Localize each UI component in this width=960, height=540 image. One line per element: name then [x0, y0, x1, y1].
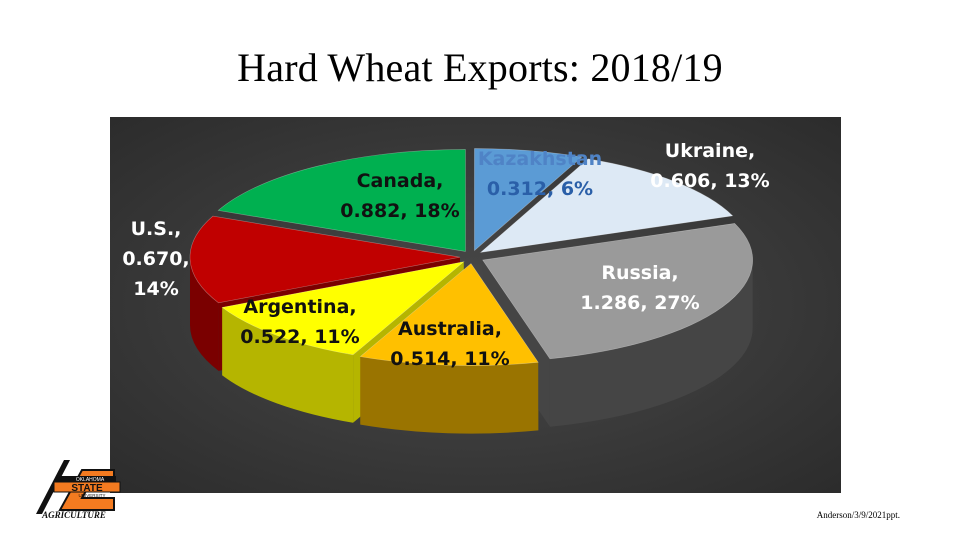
pie-slice-argentina [221, 261, 465, 356]
pie-labels: Kazakhstan 0.312, 6% Ukraine, 0.606, 13% Rus… [122, 140, 769, 370]
slice-label-line: 14% [133, 278, 178, 300]
pie-side-argentina [222, 307, 354, 423]
slice-label-ukraine: Ukraine, 0.606, 13% [650, 140, 769, 192]
pie-slice-ukraine [479, 158, 734, 253]
slice-label-line: Australia, [398, 318, 502, 340]
logo-text-university: UNIVERSITY [78, 493, 105, 498]
pie-slice-canada [217, 149, 466, 252]
logo-text-state: STATE [71, 483, 103, 494]
slice-label-line: 0.312, 6% [487, 178, 593, 200]
slice-label-kazakhstan: Kazakhstan 0.312, 6% [478, 148, 602, 200]
slice-label-canada: Canada, 0.882, 18% [340, 170, 459, 222]
slice-label-line: 0.606, 13% [650, 170, 769, 192]
slice-label-line: 0.522, 11% [240, 326, 359, 348]
slice-label-line: 0.514, 11% [390, 348, 509, 370]
pie-slice-u-s [189, 215, 461, 304]
pie-slice-russia [482, 223, 753, 360]
slice-label-u-s: U.S., 0.670, 14% [122, 218, 189, 300]
slice-label-line: 0.882, 18% [340, 200, 459, 222]
pie-tops [189, 148, 753, 366]
logo-text-oklahoma: OKLAHOMA [76, 477, 105, 483]
slice-label-australia: Australia, 0.514, 11% [390, 318, 509, 370]
slice-label-line: U.S., [131, 218, 182, 240]
slice-label-line: Argentina, [243, 296, 356, 318]
logo-text-agriculture: AGRICULTURE [41, 510, 106, 520]
slice-label-russia: Russia, 1.286, 27% [580, 262, 699, 314]
slice-label-line: 1.286, 27% [580, 292, 699, 314]
oklahoma-state-agriculture-logo: STATE OKLAHOMA UNIVERSITY AGRICULTURE [30, 452, 130, 520]
pie-chart: Kazakhstan 0.312, 6% Ukraine, 0.606, 13% Rus… [110, 117, 841, 493]
slice-label-argentina: Argentina, 0.522, 11% [240, 296, 359, 348]
footnote: Anderson/3/9/2021ppt. [816, 510, 900, 520]
slice-label-line: Canada, [357, 170, 444, 192]
pie-side-australia [360, 356, 539, 434]
pie-slice-australia [359, 263, 539, 366]
pie-slice-kazakhstan [474, 148, 583, 252]
pie-side-u-s [190, 257, 219, 371]
slice-label-line: Russia, [601, 262, 678, 284]
slide-title: Hard Wheat Exports: 2018/19 [237, 45, 723, 90]
slice-label-line: Kazakhstan [478, 148, 602, 170]
pie-side-russia [549, 260, 753, 427]
slice-label-line: 0.670, [122, 248, 189, 270]
slice-label-line: Ukraine, [665, 140, 755, 162]
pie-chart-svg: Kazakhstan 0.312, 6% Ukraine, 0.606, 13% Rus… [110, 117, 841, 493]
